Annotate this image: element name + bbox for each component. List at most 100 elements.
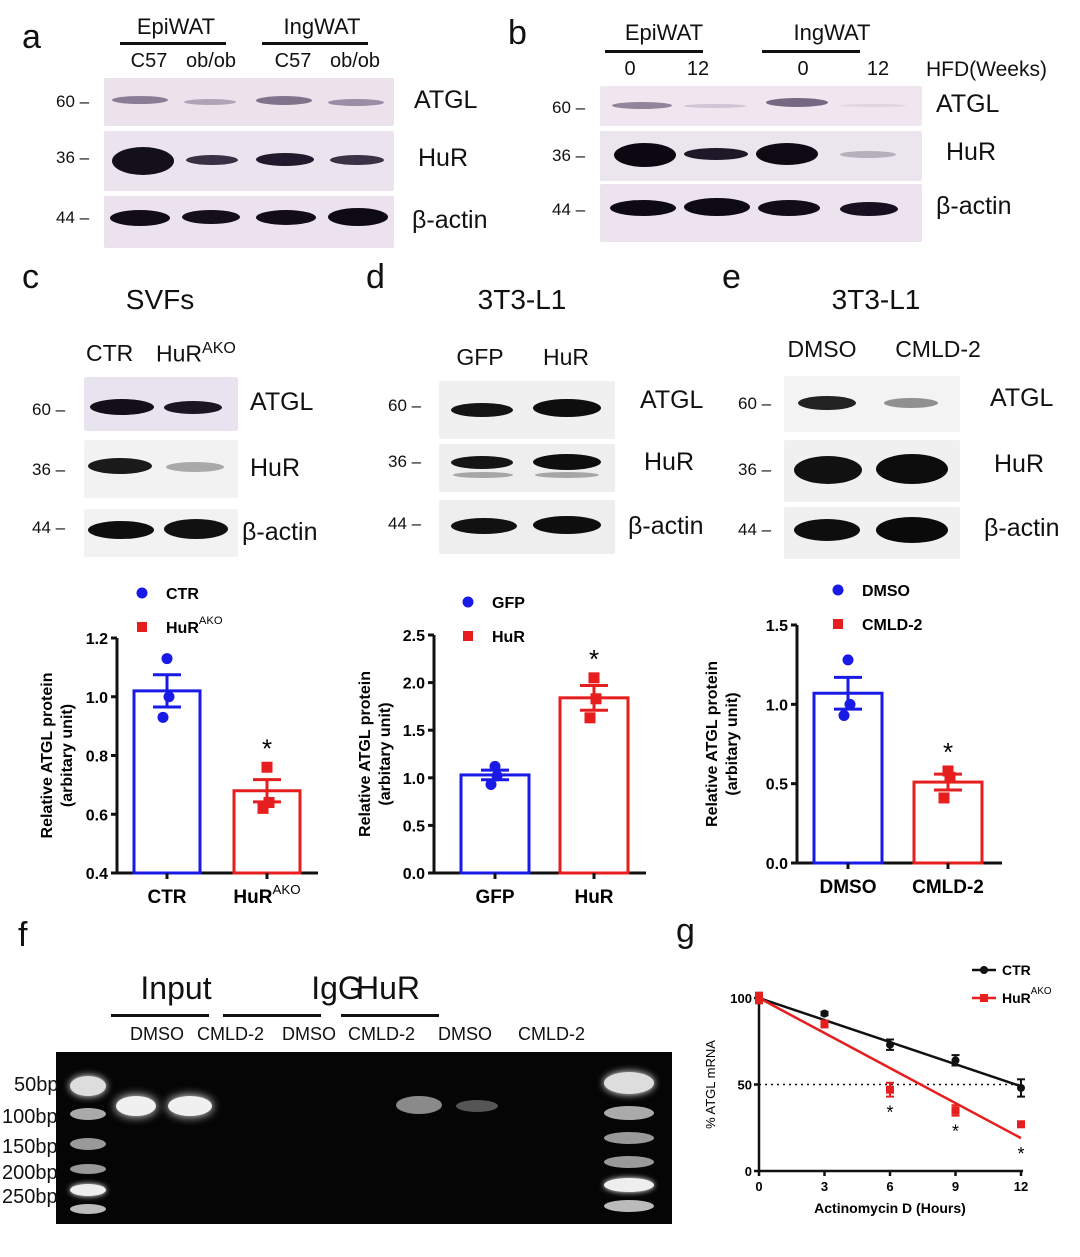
bar-chart-d: GFP HuR 0.0 0.5 1.0 1.5 2.0 2.5 Relative ATGL pr… <box>357 595 646 908</box>
svg-text:GFP: GFP <box>475 887 514 908</box>
svg-text:*: * <box>262 733 272 763</box>
panel-label-f: f <box>18 916 28 954</box>
lane-label: C57 <box>130 50 168 72</box>
ladder-label: 250bp <box>2 1186 58 1208</box>
svg-text:6: 6 <box>886 1179 893 1194</box>
svg-text:1.0: 1.0 <box>86 690 108 707</box>
lane-label: C57 <box>274 50 312 72</box>
svg-text:0: 0 <box>755 1179 762 1194</box>
lane-label: 12 <box>686 58 710 80</box>
lane-label: CTR <box>86 340 134 366</box>
protein-label: ATGL <box>936 90 1000 118</box>
mw-marker: 36 – <box>738 460 772 479</box>
blot-beta-actin <box>439 500 615 554</box>
panel-label-c: c <box>22 258 39 296</box>
blot-beta-actin <box>784 507 960 559</box>
protein-label: HuR <box>418 144 469 172</box>
svg-text:DMSO: DMSO <box>820 877 877 898</box>
svg-text:GFP: GFP <box>492 595 525 612</box>
mw-marker: 60 – <box>56 92 90 111</box>
agarose-gel <box>56 1052 672 1224</box>
svg-text:HuRAKO: HuRAKO <box>1002 986 1052 1006</box>
blot-hur <box>439 444 615 492</box>
mw-marker: 60 – <box>388 396 422 415</box>
svg-text:1.0: 1.0 <box>403 771 425 788</box>
lane-label: DMSO <box>438 1024 492 1044</box>
bar-chart-e: DMSO CMLD-2 0.0 0.5 1.0 1.5 Relative ATGL prot… <box>704 583 1002 898</box>
protein-label: β-actin <box>412 206 488 234</box>
mw-marker: 44 – <box>552 200 586 219</box>
panel-label-b: b <box>508 14 527 52</box>
protein-label: β-actin <box>242 518 318 546</box>
mw-marker: 44 – <box>388 514 422 533</box>
svg-text:*: * <box>952 1122 959 1142</box>
lane-label: DMSO <box>282 1024 336 1044</box>
panel-label-a: a <box>22 18 41 56</box>
blot-atgl <box>600 86 922 126</box>
lane-label: 0 <box>797 58 809 80</box>
mw-marker: 60 – <box>738 394 772 413</box>
panel-label-e: e <box>722 258 741 296</box>
blot-atgl <box>784 376 960 432</box>
svg-text:(arbitary unit): (arbitary unit) <box>377 702 394 805</box>
group-underline <box>223 1014 321 1017</box>
svg-text:1.0: 1.0 <box>766 697 788 714</box>
protein-label: β-actin <box>628 512 704 540</box>
svg-text:*: * <box>943 737 953 767</box>
svg-text:1.5: 1.5 <box>403 723 425 740</box>
svg-text:HuR: HuR <box>492 629 525 646</box>
group-label-ingwat: IngWAT <box>283 14 361 39</box>
svg-text:2.5: 2.5 <box>403 628 425 645</box>
group-underline <box>120 42 226 45</box>
panel-title: SVFs <box>125 284 195 315</box>
blot-atgl <box>439 381 615 439</box>
svg-text:Relative ATGL protein: Relative ATGL protein <box>39 673 56 839</box>
mw-marker: 36 – <box>32 460 66 479</box>
lane-label: 0 <box>624 58 636 80</box>
panel-label-d: d <box>366 258 385 296</box>
protein-label: ATGL <box>990 384 1054 412</box>
svg-text:*: * <box>886 1103 893 1123</box>
svg-text:0.4: 0.4 <box>86 866 108 883</box>
lane-label: ob/ob <box>185 50 237 72</box>
svg-text:0.5: 0.5 <box>766 777 788 794</box>
lane-label: ob/ob <box>329 50 381 72</box>
svg-text:Relative ATGL protein: Relative ATGL protein <box>357 671 374 837</box>
lane-label: CMLD-2 <box>197 1024 265 1044</box>
svg-text:HuR: HuR <box>574 887 613 908</box>
svg-text:2.0: 2.0 <box>403 676 425 693</box>
panel-title: 3T3-L1 <box>831 284 921 315</box>
svg-text:Relative ATGL protein: Relative ATGL protein <box>704 661 721 827</box>
lane-label: CMLD-2 <box>518 1024 586 1044</box>
svg-text:CTR: CTR <box>1002 962 1031 978</box>
svg-text:CMLD-2: CMLD-2 <box>862 617 923 634</box>
blot-hur <box>600 131 922 181</box>
group-underline <box>762 50 860 53</box>
svg-text:0.0: 0.0 <box>766 856 788 873</box>
svg-text:(arbitary unit): (arbitary unit) <box>724 692 741 795</box>
mw-marker: 36 – <box>56 148 90 167</box>
svg-text:Actinomycin D (Hours): Actinomycin D (Hours) <box>814 1200 966 1216</box>
group-underline <box>605 50 703 53</box>
protein-label: HuR <box>644 448 695 476</box>
group-underline <box>341 1014 439 1017</box>
ladder-label: 100bp <box>2 1106 58 1128</box>
protein-label: ATGL <box>640 386 704 414</box>
svg-text:(arbitary unit): (arbitary unit) <box>59 704 76 807</box>
svg-text:12: 12 <box>1014 1179 1028 1194</box>
mw-marker: 44 – <box>738 520 772 539</box>
svg-text:9: 9 <box>952 1179 959 1194</box>
blot-hur <box>104 131 394 191</box>
group-label-epiwat: EpiWAT <box>136 14 216 39</box>
lane-label: GFP <box>456 344 504 370</box>
group-label-igg: IgG <box>311 970 363 1006</box>
protein-label: HuR <box>994 450 1045 478</box>
lane-label: HuRAKO <box>156 340 236 367</box>
protein-label: β-actin <box>984 514 1060 542</box>
mw-marker: 60 – <box>552 98 586 117</box>
svg-text:50: 50 <box>738 1078 752 1093</box>
group-label-input: Input <box>140 970 212 1006</box>
protein-label: HuR <box>250 454 301 482</box>
mw-marker: 60 – <box>32 400 66 419</box>
lane-label: 12 <box>866 58 890 80</box>
